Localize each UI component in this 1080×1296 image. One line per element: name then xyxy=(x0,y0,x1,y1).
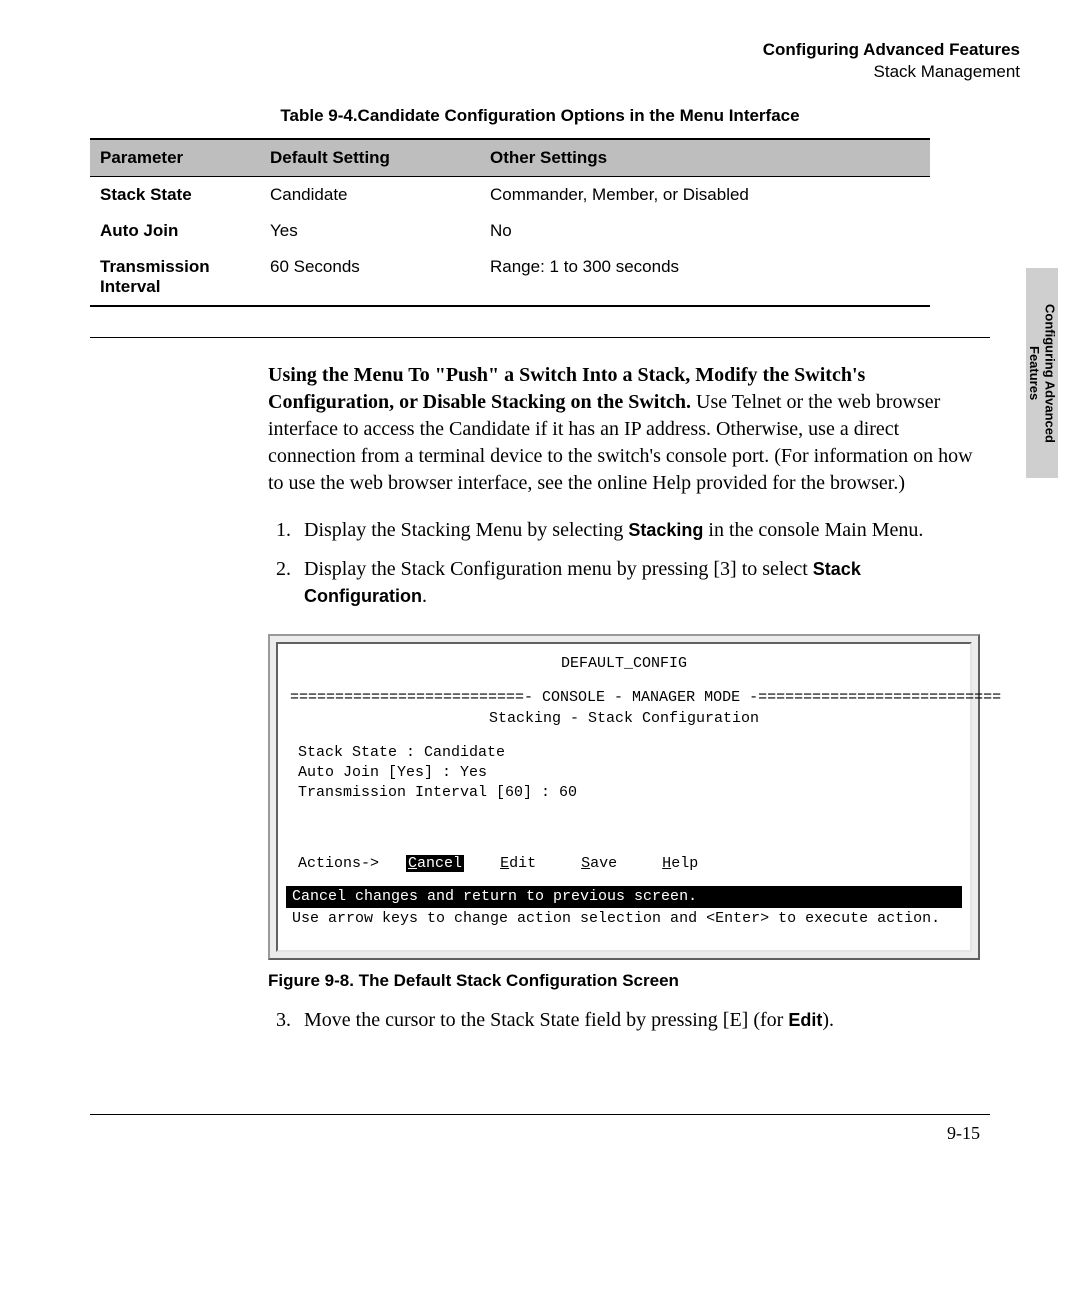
cell: Auto Join xyxy=(90,213,260,249)
cell: 60 Seconds xyxy=(260,249,480,306)
action-cancel[interactable]: Cancel xyxy=(406,855,464,872)
terminal-line: Auto Join [Yes] : Yes xyxy=(278,763,970,783)
terminal-hint: Use arrow keys to change action selectio… xyxy=(278,908,970,930)
side-tab-line1: Configuring Advanced xyxy=(1043,304,1058,443)
steps-list-continued: Move the cursor to the Stack State field… xyxy=(268,1007,980,1034)
terminal-screenshot: DEFAULT_CONFIG =========================… xyxy=(268,634,980,960)
step-item: Display the Stack Configuration menu by … xyxy=(296,556,980,610)
cell: Commander, Member, or Disabled xyxy=(480,177,930,214)
col-header: Default Setting xyxy=(260,139,480,177)
step-text: Move the cursor to the Stack State field… xyxy=(304,1009,788,1031)
step-text: Display the Stack Configuration menu by … xyxy=(304,558,813,580)
terminal-line: Transmission Interval [60] : 60 xyxy=(278,783,970,803)
side-tab: Configuring Advanced Features xyxy=(1026,268,1058,478)
terminal-subtitle: Stacking - Stack Configuration xyxy=(278,709,970,729)
header-subtitle: Stack Management xyxy=(60,62,1020,82)
cell: Range: 1 to 300 seconds xyxy=(480,249,930,306)
table-row: Auto Join Yes No xyxy=(90,213,930,249)
table-row: Transmission Interval 60 Seconds Range: … xyxy=(90,249,930,306)
table-header-row: Parameter Default Setting Other Settings xyxy=(90,139,930,177)
cell: No xyxy=(480,213,930,249)
step-item: Display the Stacking Menu by selecting S… xyxy=(296,517,980,544)
table-row: Stack State Candidate Commander, Member,… xyxy=(90,177,930,214)
cell: Stack State xyxy=(90,177,260,214)
footer-divider xyxy=(90,1114,990,1115)
table-caption: Table 9-4.Candidate Configuration Option… xyxy=(60,106,1020,126)
action-save[interactable]: Save xyxy=(581,855,617,872)
page-number: 9-15 xyxy=(60,1123,1020,1144)
step-text: . xyxy=(422,585,427,607)
actions-label: Actions-> xyxy=(298,855,379,872)
col-header: Parameter xyxy=(90,139,260,177)
terminal-statusbar: Cancel changes and return to previous sc… xyxy=(286,886,962,908)
step-item: Move the cursor to the Stack State field… xyxy=(296,1007,980,1034)
step-text: in the console Main Menu. xyxy=(703,519,923,541)
cell: Yes xyxy=(260,213,480,249)
terminal-inner: DEFAULT_CONFIG =========================… xyxy=(276,642,972,952)
step-text: Display the Stacking Menu by selecting xyxy=(304,519,628,541)
divider xyxy=(90,337,990,338)
step-bold: Stacking xyxy=(628,520,703,540)
cell: Transmission Interval xyxy=(90,249,260,306)
side-tab-line2: Features xyxy=(1027,346,1042,400)
body-content: Using the Menu To "Push" a Switch Into a… xyxy=(268,362,980,1034)
step-text: ). xyxy=(822,1009,834,1031)
figure-caption: Figure 9-8. The Default Stack Configurat… xyxy=(268,970,980,993)
action-help[interactable]: Help xyxy=(662,855,698,872)
page-header: Configuring Advanced Features Stack Mana… xyxy=(60,40,1020,82)
action-edit[interactable]: Edit xyxy=(500,855,536,872)
terminal-title: DEFAULT_CONFIG xyxy=(278,654,970,674)
config-table: Parameter Default Setting Other Settings… xyxy=(90,138,930,307)
lead-paragraph: Using the Menu To "Push" a Switch Into a… xyxy=(268,362,980,497)
terminal-line: Stack State : Candidate xyxy=(278,743,970,763)
terminal-actions: Actions-> Cancel Edit Save Help xyxy=(278,854,970,874)
terminal-divider: ==========================- CONSOLE - MA… xyxy=(278,688,970,708)
cell: Candidate xyxy=(260,177,480,214)
col-header: Other Settings xyxy=(480,139,930,177)
step-bold: Edit xyxy=(788,1010,822,1030)
header-title: Configuring Advanced Features xyxy=(60,40,1020,60)
steps-list: Display the Stacking Menu by selecting S… xyxy=(268,517,980,610)
